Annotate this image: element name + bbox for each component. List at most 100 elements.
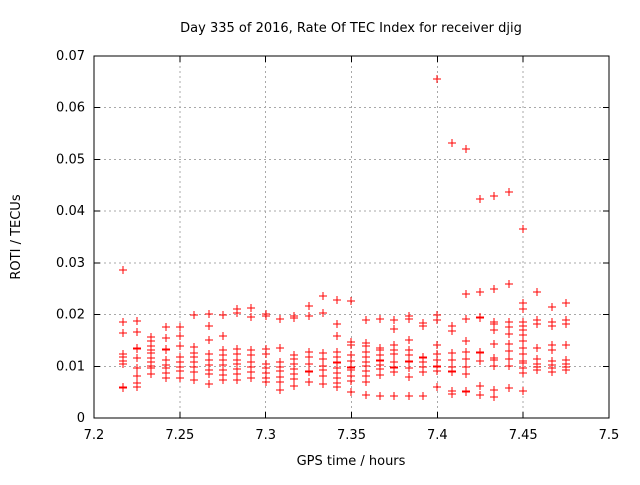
data-point [319, 309, 327, 317]
plot-frame [93, 55, 610, 419]
data-point [548, 322, 556, 330]
data-point [433, 367, 441, 375]
data-point [319, 355, 327, 363]
data-point [362, 316, 370, 324]
data-point [276, 378, 284, 386]
data-point [490, 285, 498, 293]
data-point [505, 280, 513, 288]
data-point [419, 322, 427, 330]
data-point [119, 266, 127, 274]
y-tick-label: 0.04 [56, 204, 85, 219]
data-point [233, 309, 241, 317]
data-point [247, 374, 255, 382]
x-tick-label: 7.25 [165, 428, 194, 443]
data-point [233, 376, 241, 384]
data-point [390, 350, 398, 358]
data-point [462, 355, 470, 363]
data-point [533, 366, 541, 374]
data-point [205, 370, 213, 378]
data-point [262, 350, 270, 358]
data-point [490, 340, 498, 348]
y-tick-label: 0.07 [56, 49, 85, 64]
data-point [533, 344, 541, 352]
data-point [347, 388, 355, 396]
data-point [519, 350, 527, 358]
data-point [462, 290, 470, 298]
data-point [305, 312, 313, 320]
data-point [462, 348, 470, 356]
data-point [533, 320, 541, 328]
data-point [247, 313, 255, 321]
data-point [333, 332, 341, 340]
data-point [562, 320, 570, 328]
y-tick-label: 0.03 [56, 256, 85, 271]
data-point [219, 311, 227, 319]
data-point [476, 349, 484, 357]
data-point [476, 288, 484, 296]
data-point [505, 340, 513, 348]
data-point [505, 330, 513, 338]
data-point [276, 315, 284, 323]
data-point [490, 386, 498, 394]
data-point [433, 316, 441, 324]
data-point [505, 362, 513, 370]
data-point [419, 368, 427, 376]
x-axis-label: GPS time / hours [297, 454, 406, 469]
data-point [205, 322, 213, 330]
data-point [505, 384, 513, 392]
data-point [133, 345, 141, 353]
data-point [133, 383, 141, 391]
x-tick-label: 7.35 [337, 428, 366, 443]
data-point [448, 327, 456, 335]
data-point [490, 192, 498, 200]
data-point [176, 374, 184, 382]
data-point [405, 364, 413, 372]
data-point [333, 320, 341, 328]
data-point [133, 354, 141, 362]
data-point [190, 376, 198, 384]
data-point [519, 369, 527, 377]
data-point [490, 326, 498, 334]
data-point [305, 368, 313, 376]
data-point [519, 337, 527, 345]
data-point [562, 341, 570, 349]
data-point [305, 353, 313, 361]
y-tick-label: 0.05 [56, 152, 85, 167]
data-point [190, 311, 198, 319]
data-point [390, 392, 398, 400]
x-tick-label: 7.5 [599, 428, 620, 443]
data-point [548, 346, 556, 354]
data-point [347, 297, 355, 305]
data-point [176, 367, 184, 375]
data-point [448, 356, 456, 364]
data-point [476, 391, 484, 399]
data-point [390, 368, 398, 376]
data-point [519, 225, 527, 233]
data-point [519, 305, 527, 313]
data-point [247, 351, 255, 359]
data-point [205, 336, 213, 344]
data-point [176, 342, 184, 350]
data-point [462, 388, 470, 396]
data-point [333, 383, 341, 391]
data-point [405, 373, 413, 381]
data-point [448, 390, 456, 398]
x-tick-label: 7.45 [509, 428, 538, 443]
data-point [476, 382, 484, 390]
data-point [448, 139, 456, 147]
data-point [462, 315, 470, 323]
data-point [548, 368, 556, 376]
data-point [462, 363, 470, 371]
data-point [548, 303, 556, 311]
data-point [133, 364, 141, 372]
data-point [505, 347, 513, 355]
data-point [376, 371, 384, 379]
y-axis-label: ROTI / TECUs [9, 194, 24, 279]
data-point [133, 372, 141, 380]
data-point [319, 380, 327, 388]
data-point [362, 378, 370, 386]
data-point [205, 310, 213, 318]
